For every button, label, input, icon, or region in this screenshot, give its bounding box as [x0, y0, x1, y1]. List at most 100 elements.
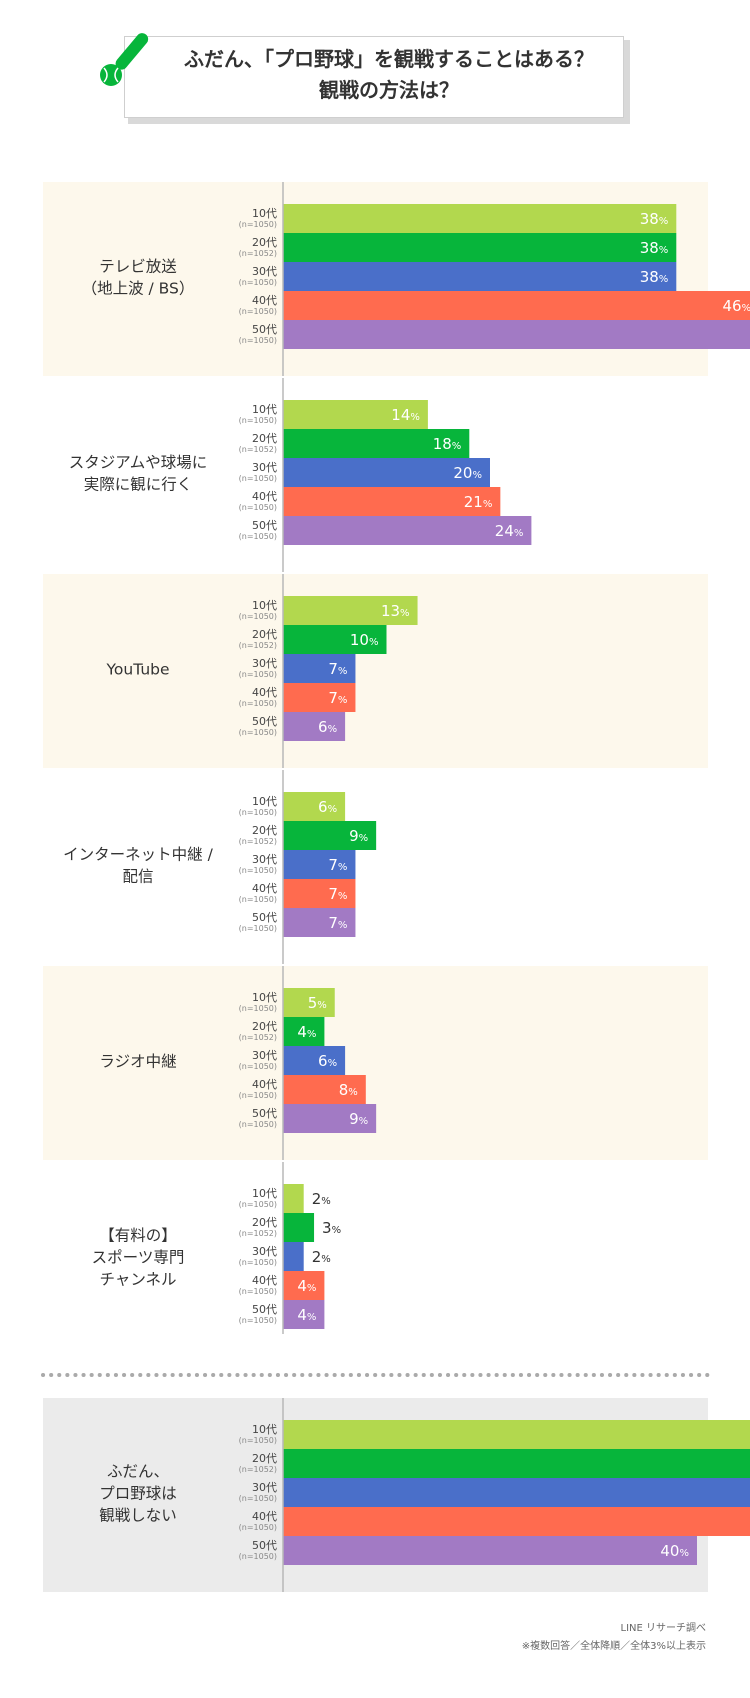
- age-label: 50代: [252, 715, 277, 728]
- age-label: 20代: [252, 824, 277, 837]
- data-label: 14%: [391, 406, 420, 424]
- age-label: 50代: [252, 911, 277, 924]
- age-label: 20代: [252, 236, 277, 249]
- bar: [283, 879, 356, 908]
- bar: [283, 516, 532, 545]
- data-label: 7%: [328, 689, 347, 707]
- age-label: 50代: [252, 1539, 277, 1552]
- bar: [283, 262, 677, 291]
- group-label: ラジオ中継: [99, 1053, 176, 1071]
- bar: [283, 1213, 315, 1242]
- age-label: 50代: [252, 1303, 277, 1316]
- bar: [283, 654, 356, 683]
- sample-size-label: (n=1052): [239, 1033, 277, 1042]
- age-label: 40代: [252, 1510, 277, 1523]
- bar: [283, 1017, 325, 1046]
- age-label: 30代: [252, 461, 277, 474]
- bar: [283, 320, 750, 349]
- age-label: 20代: [252, 1452, 277, 1465]
- bar: [283, 1420, 750, 1449]
- age-label: 20代: [252, 432, 277, 445]
- bar: [283, 712, 346, 741]
- bar: [283, 908, 356, 937]
- data-label: 21%: [464, 493, 493, 511]
- bar: [283, 1507, 750, 1536]
- sample-size-label: (n=1050): [239, 1494, 277, 1503]
- group-label: （地上波 / BS）: [82, 280, 195, 298]
- sample-size-label: (n=1050): [239, 416, 277, 425]
- bar: [283, 1478, 750, 1507]
- data-label: 7%: [328, 856, 347, 874]
- sample-size-label: (n=1052): [239, 1465, 277, 1474]
- data-label: 38%: [640, 210, 669, 228]
- sample-size-label: (n=1052): [239, 445, 277, 454]
- bar: [283, 291, 750, 320]
- source-note: LINE リサーチ調べ: [620, 1623, 707, 1634]
- sample-size-label: (n=1050): [239, 1523, 277, 1532]
- bar: [283, 792, 346, 821]
- data-label: 7%: [328, 914, 347, 932]
- age-label: 30代: [252, 265, 277, 278]
- sample-size-label: (n=1050): [239, 895, 277, 904]
- sample-size-label: (n=1050): [239, 699, 277, 708]
- data-label: 9%: [349, 1110, 368, 1128]
- bar: [283, 850, 356, 879]
- sample-size-label: (n=1050): [239, 728, 277, 737]
- data-label: 2%: [312, 1248, 331, 1266]
- age-label: 10代: [252, 599, 277, 612]
- title-line-1: ふだん、「プロ野球」を観戦することはある？: [184, 47, 594, 71]
- data-label: 7%: [328, 885, 347, 903]
- sample-size-label: (n=1050): [239, 1004, 277, 1013]
- age-label: 40代: [252, 686, 277, 699]
- bar: [283, 625, 387, 654]
- group-label: 【有料の】: [99, 1227, 177, 1245]
- sample-size-label: (n=1050): [239, 1436, 277, 1445]
- age-label: 40代: [252, 490, 277, 503]
- age-label: 50代: [252, 1107, 277, 1120]
- sample-size-label: (n=1050): [239, 1316, 277, 1325]
- group-label: YouTube: [105, 661, 169, 679]
- group-label: 実際に観に行く: [84, 476, 193, 494]
- age-label: 30代: [252, 1049, 277, 1062]
- sample-size-label: (n=1052): [239, 249, 277, 258]
- age-label: 40代: [252, 1078, 277, 1091]
- age-label: 10代: [252, 1187, 277, 1200]
- sample-size-label: (n=1050): [239, 220, 277, 229]
- sample-size-label: (n=1050): [239, 1287, 277, 1296]
- data-label: 13%: [381, 602, 410, 620]
- data-label: 3%: [322, 1219, 341, 1237]
- sample-size-label: (n=1050): [239, 1062, 277, 1071]
- age-label: 20代: [252, 1020, 277, 1033]
- sample-size-label: (n=1050): [239, 532, 277, 541]
- data-label: 4%: [297, 1023, 316, 1041]
- bar: [283, 821, 377, 850]
- group-label: 観戦しない: [99, 1507, 177, 1525]
- data-label: 8%: [339, 1081, 358, 1099]
- baseball-bat-icon: [100, 33, 149, 86]
- sample-size-label: (n=1052): [239, 641, 277, 650]
- bar: [283, 1184, 304, 1213]
- age-label: 10代: [252, 795, 277, 808]
- sample-size-label: (n=1050): [239, 474, 277, 483]
- bar: [283, 1046, 346, 1075]
- sample-size-label: (n=1050): [239, 866, 277, 875]
- sample-size-label: (n=1050): [239, 278, 277, 287]
- bar: [283, 400, 428, 429]
- sample-size-label: (n=1050): [239, 503, 277, 512]
- group-label: プロ野球は: [99, 1485, 177, 1503]
- title-line-2: 観戦の方法は？: [319, 78, 459, 102]
- group-label: 配信: [122, 868, 153, 886]
- age-label: 30代: [252, 1481, 277, 1494]
- bar: [283, 1242, 304, 1271]
- data-label: 2%: [312, 1190, 331, 1208]
- data-label: 5%: [308, 994, 327, 1012]
- data-label: 24%: [495, 522, 524, 540]
- age-label: 50代: [252, 519, 277, 532]
- age-label: 20代: [252, 628, 277, 641]
- age-label: 40代: [252, 1274, 277, 1287]
- group-label: スポーツ専門: [92, 1249, 185, 1267]
- age-label: 30代: [252, 853, 277, 866]
- group-label: インターネット中継 /: [63, 846, 213, 864]
- age-label: 30代: [252, 1245, 277, 1258]
